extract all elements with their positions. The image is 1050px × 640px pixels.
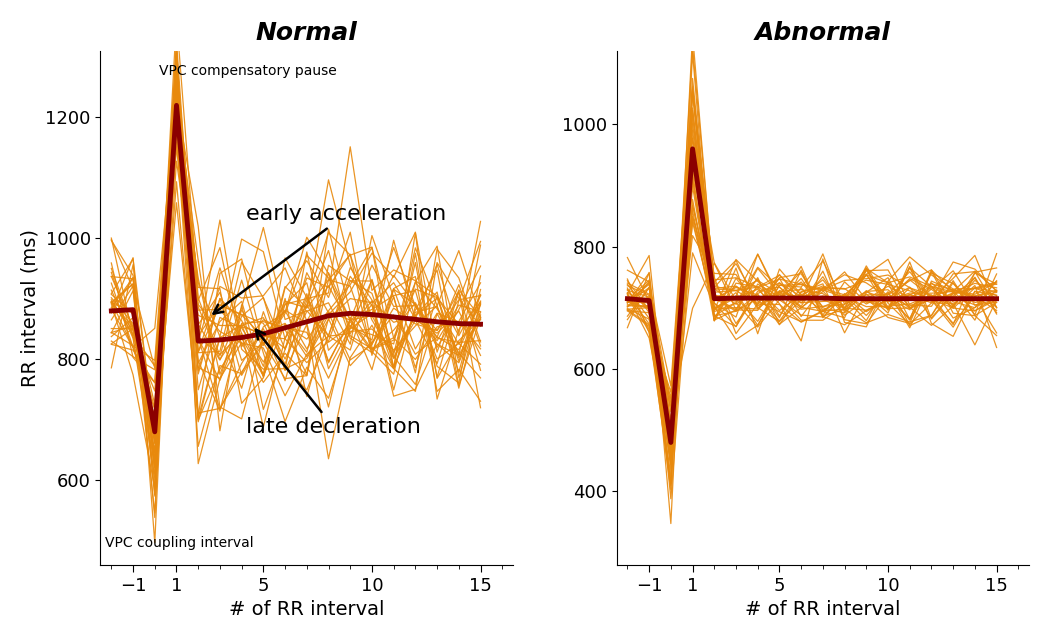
Text: late decleration: late decleration: [246, 330, 421, 437]
Text: VPC coupling interval: VPC coupling interval: [105, 536, 253, 550]
X-axis label: # of RR interval: # of RR interval: [746, 600, 901, 619]
Title: Abnormal: Abnormal: [755, 21, 890, 45]
Text: early acceleration: early acceleration: [213, 204, 446, 314]
Text: VPC compensatory pause: VPC compensatory pause: [160, 64, 337, 78]
Title: Normal: Normal: [256, 21, 358, 45]
Y-axis label: RR interval (ms): RR interval (ms): [21, 229, 40, 387]
X-axis label: # of RR interval: # of RR interval: [229, 600, 384, 619]
